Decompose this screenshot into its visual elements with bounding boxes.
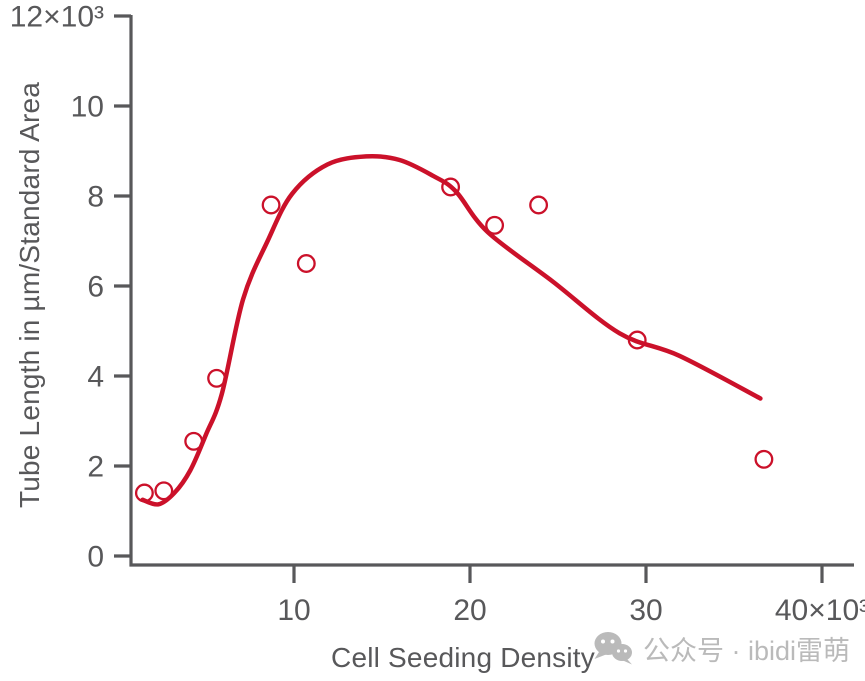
data-point [207, 368, 227, 388]
y-tick-label: 6 [87, 271, 104, 304]
x-tick-label: 20 [453, 594, 486, 627]
data-point [134, 483, 154, 503]
data-point [485, 215, 505, 235]
axis-lines [129, 15, 854, 567]
watermark: 公众号 · ibidi雷萌 [591, 629, 850, 668]
data-point [296, 254, 316, 273]
data-point [184, 431, 204, 451]
fit-curve [140, 153, 763, 507]
y-tick-label: 10 [71, 91, 104, 124]
y-tick-label: 0 [87, 541, 104, 574]
x-tick-label: 10 [277, 594, 310, 627]
data-point [441, 177, 461, 197]
x-tick-label: 30 [629, 594, 662, 627]
x-tick-label: 40×10³ [775, 594, 865, 627]
data-point [529, 195, 549, 215]
x-axis-title: Cell Seeding Density [331, 642, 595, 673]
watermark-text: 公众号 · ibidi雷萌 [643, 636, 851, 666]
wechat-icon [594, 631, 632, 664]
y-tick-label: 8 [87, 181, 104, 214]
y-tick-label: 12×10³ [10, 1, 104, 34]
data-point [754, 449, 774, 469]
y-tick-label: 2 [87, 451, 104, 484]
data-point [627, 330, 647, 350]
y-axis-title: Tube Length in µm/Standard Area [14, 81, 45, 508]
y-tick-label: 4 [87, 361, 104, 394]
data-point [154, 481, 174, 501]
data-point [261, 195, 281, 215]
